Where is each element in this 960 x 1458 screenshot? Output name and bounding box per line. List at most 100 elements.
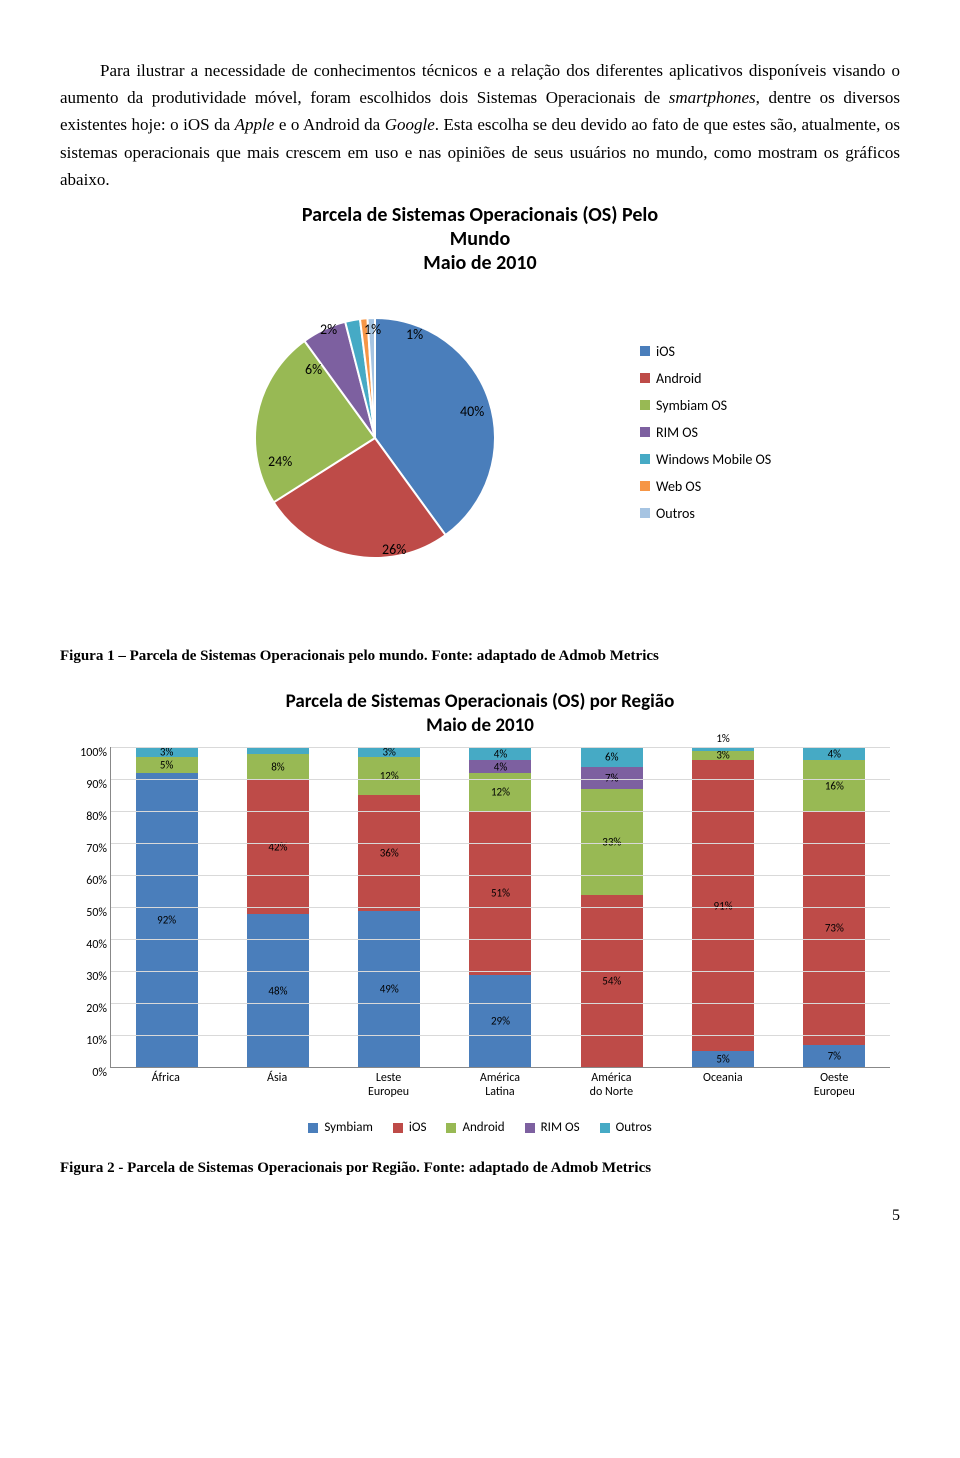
bar-segment-symbiam: 5% — [692, 1051, 754, 1067]
pie-label-2: 2% — [320, 321, 337, 338]
swatch2-ios — [393, 1123, 403, 1133]
segment-value-label: 12% — [491, 786, 510, 799]
pie-label-40: 40% — [460, 403, 484, 420]
para-em-google: Google — [385, 115, 435, 134]
legend2-ios: iOS — [393, 1120, 427, 1135]
bar-segment-rim: 4% — [469, 760, 531, 773]
para-em-smartphones: smartphones — [669, 88, 756, 107]
x-tick-label: Oeste Europeu — [803, 1072, 865, 1100]
segment-value-label: 7% — [605, 771, 618, 784]
segment-value-label: 73% — [825, 922, 844, 935]
gridline — [111, 1035, 890, 1036]
legend-row-windows: Windows Mobile OS — [640, 451, 771, 468]
segment-value-label: 4% — [494, 747, 507, 760]
bar-segment-symbiam: 92% — [136, 773, 198, 1067]
gridline — [111, 811, 890, 812]
pie-label-24: 24% — [268, 453, 292, 470]
bar-top-label: 1% — [716, 732, 729, 745]
swatch-ios — [640, 346, 650, 356]
legend2-label-android: Android — [462, 1120, 504, 1135]
bar-segment-android: 33% — [581, 789, 643, 895]
pie-svg — [240, 303, 510, 573]
bar-segment-outros: 3% — [136, 747, 198, 757]
legend-row-symbiam: Symbiam OS — [640, 397, 771, 414]
swatch2-rim — [525, 1123, 535, 1133]
bar-segment-ios: 73% — [803, 811, 865, 1045]
pie-title-line3: Maio de 2010 — [110, 251, 850, 275]
legend-label-symbiam: Symbiam OS — [656, 397, 727, 414]
segment-value-label: 4% — [828, 747, 841, 760]
segment-value-label: 3% — [716, 749, 729, 762]
legend2-rim: RIM OS — [525, 1120, 580, 1135]
legend2-android: Android — [446, 1120, 504, 1135]
y-tick-label: 90% — [73, 778, 107, 792]
bar-title-line1: Parcela de Sistemas Operacionais (OS) po… — [70, 690, 890, 714]
pie-label-1a: 1% — [364, 321, 381, 338]
bar-segment-android: 3% — [692, 751, 754, 761]
gridline — [111, 843, 890, 844]
legend-label-ios: iOS — [656, 343, 675, 360]
y-tick-label: 50% — [73, 906, 107, 920]
bar-segment-symbiam: 29% — [469, 975, 531, 1068]
segment-value-label: 5% — [716, 1053, 729, 1066]
legend-row-android: Android — [640, 370, 771, 387]
bar-segment-android: 16% — [803, 760, 865, 811]
legend2-outros: Outros — [600, 1120, 652, 1135]
bar-segment-outros: 4% — [469, 747, 531, 760]
segment-value-label: 48% — [268, 984, 287, 997]
legend-label-android: Android — [656, 370, 701, 387]
gridline — [111, 875, 890, 876]
segment-value-label: 16% — [825, 779, 844, 792]
x-axis-labels: África Ásia Leste Europeu América Latina Amé… — [110, 1072, 890, 1100]
segment-value-label: 54% — [602, 975, 621, 988]
bar-segment-rim: 7% — [581, 767, 643, 789]
bar-segment-outros: 3% — [358, 747, 420, 757]
segment-value-label: 49% — [380, 983, 399, 996]
swatch2-symbiam — [308, 1123, 318, 1133]
swatch-symbiam — [640, 400, 650, 410]
bar-segment-outros: 6% — [581, 747, 643, 766]
segment-value-label: 5% — [160, 759, 173, 772]
gridline — [111, 939, 890, 940]
x-tick-label: América do Norte — [580, 1072, 642, 1100]
y-tick-label: 30% — [73, 970, 107, 984]
pie-title-line2: Mundo — [110, 227, 850, 251]
legend2-label-ios: iOS — [409, 1120, 427, 1135]
gridline — [111, 971, 890, 972]
swatch-windows — [640, 454, 650, 464]
bar-segment-outros: 4% — [803, 747, 865, 760]
bar-segment-android: 12% — [358, 757, 420, 795]
y-tick-label: 20% — [73, 1002, 107, 1016]
y-tick-label: 70% — [73, 842, 107, 856]
pie-label-26: 26% — [382, 541, 406, 558]
segment-value-label: 33% — [602, 835, 621, 848]
legend-row-web: Web OS — [640, 478, 771, 495]
bar-segment-android: 5% — [136, 757, 198, 773]
pie-chart-title: Parcela de Sistemas Operacionais (OS) Pe… — [110, 203, 850, 275]
legend-label-outros: Outros — [656, 505, 695, 522]
x-tick-label: Oceania — [692, 1072, 754, 1100]
bar-chart-title: Parcela de Sistemas Operacionais (OS) po… — [70, 690, 890, 738]
x-tick-label: América Latina — [469, 1072, 531, 1100]
x-tick-label: Ásia — [246, 1072, 308, 1100]
pie-chart-worldwide: Parcela de Sistemas Operacionais (OS) Pe… — [110, 203, 850, 633]
segment-value-label: 7% — [828, 1050, 841, 1063]
gridline — [111, 747, 890, 748]
gridline — [111, 1003, 890, 1004]
swatch-rim — [640, 427, 650, 437]
caption-figure-1: Figura 1 – Parcela de Sistemas Operacion… — [60, 648, 900, 665]
x-tick-label: África — [135, 1072, 197, 1100]
bar-segment-ios: 54% — [581, 895, 643, 1068]
legend-row-ios: iOS — [640, 343, 771, 360]
y-tick-label: 0% — [73, 1066, 107, 1080]
pie-label-6: 6% — [305, 361, 322, 378]
legend-row-outros: Outros — [640, 505, 771, 522]
legend-label-web: Web OS — [656, 478, 701, 495]
y-tick-label: 40% — [73, 938, 107, 952]
legend-row-rim: RIM OS — [640, 424, 771, 441]
segment-value-label: 4% — [494, 760, 507, 773]
legend-label-rim: RIM OS — [656, 424, 698, 441]
segment-value-label: 8% — [271, 760, 284, 773]
x-tick-label: Leste Europeu — [358, 1072, 420, 1100]
swatch-web — [640, 481, 650, 491]
